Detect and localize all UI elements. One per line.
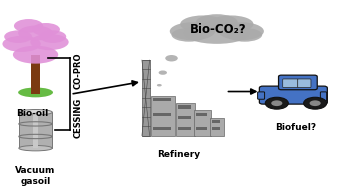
FancyBboxPatch shape xyxy=(196,113,207,116)
FancyBboxPatch shape xyxy=(178,116,191,119)
Ellipse shape xyxy=(170,22,215,40)
Ellipse shape xyxy=(219,22,264,40)
Ellipse shape xyxy=(13,46,58,64)
FancyBboxPatch shape xyxy=(19,112,52,148)
Circle shape xyxy=(304,97,327,109)
FancyBboxPatch shape xyxy=(283,79,298,88)
FancyBboxPatch shape xyxy=(210,118,224,136)
FancyBboxPatch shape xyxy=(279,75,317,90)
Ellipse shape xyxy=(18,88,53,97)
Ellipse shape xyxy=(40,30,66,43)
Ellipse shape xyxy=(30,34,69,50)
Text: Bio-CO₂?: Bio-CO₂? xyxy=(190,23,247,36)
Ellipse shape xyxy=(184,22,250,44)
Text: Biofuel?: Biofuel? xyxy=(275,123,316,132)
FancyBboxPatch shape xyxy=(32,55,40,94)
FancyBboxPatch shape xyxy=(259,86,327,104)
Ellipse shape xyxy=(172,28,206,42)
Circle shape xyxy=(159,70,167,75)
FancyBboxPatch shape xyxy=(153,127,171,130)
Ellipse shape xyxy=(196,14,238,30)
Circle shape xyxy=(309,100,321,106)
FancyBboxPatch shape xyxy=(176,103,195,136)
FancyBboxPatch shape xyxy=(212,127,219,130)
Ellipse shape xyxy=(14,19,43,33)
Circle shape xyxy=(271,100,282,106)
Ellipse shape xyxy=(227,28,262,42)
Circle shape xyxy=(265,97,288,109)
FancyBboxPatch shape xyxy=(178,127,191,130)
Text: CESSING: CESSING xyxy=(74,98,83,138)
FancyBboxPatch shape xyxy=(258,92,265,99)
FancyBboxPatch shape xyxy=(153,113,171,116)
Ellipse shape xyxy=(32,23,60,36)
Ellipse shape xyxy=(2,36,41,52)
Circle shape xyxy=(165,55,178,61)
Ellipse shape xyxy=(19,109,52,115)
Text: Bio-oil: Bio-oil xyxy=(16,109,48,118)
Text: Refinery: Refinery xyxy=(157,150,200,159)
FancyBboxPatch shape xyxy=(153,98,171,101)
FancyBboxPatch shape xyxy=(194,110,211,136)
FancyBboxPatch shape xyxy=(150,96,175,136)
FancyBboxPatch shape xyxy=(212,120,219,123)
FancyBboxPatch shape xyxy=(196,127,207,130)
Text: Vacuum
gasoil: Vacuum gasoil xyxy=(15,166,56,186)
FancyBboxPatch shape xyxy=(142,60,149,136)
FancyBboxPatch shape xyxy=(320,92,327,101)
FancyBboxPatch shape xyxy=(34,112,38,148)
Ellipse shape xyxy=(208,15,253,33)
Ellipse shape xyxy=(18,26,53,41)
Text: CO-PRO: CO-PRO xyxy=(74,53,83,89)
FancyBboxPatch shape xyxy=(298,79,311,88)
Circle shape xyxy=(157,84,162,87)
FancyBboxPatch shape xyxy=(178,105,191,109)
Ellipse shape xyxy=(4,30,32,43)
Ellipse shape xyxy=(19,146,52,151)
Ellipse shape xyxy=(180,15,225,33)
